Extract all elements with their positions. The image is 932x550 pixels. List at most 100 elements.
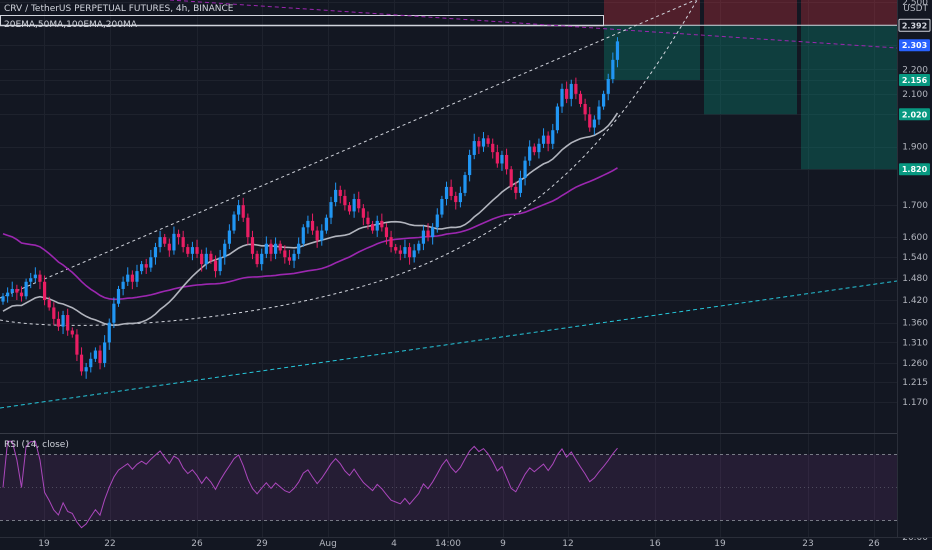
candle-body	[255, 253, 259, 265]
candle-body	[315, 230, 319, 241]
time-tick-label: 26	[868, 539, 880, 549]
price-tick-label: 2.200	[902, 65, 928, 75]
price-tag-label: 2.020	[902, 110, 928, 119]
candle-body	[10, 288, 14, 293]
candle-body	[213, 260, 218, 272]
candle-body	[588, 114, 592, 128]
candle-body	[597, 106, 601, 120]
candle-body	[574, 83, 578, 94]
candle-body	[204, 253, 208, 265]
candle-body	[246, 217, 250, 238]
candle-body	[98, 350, 102, 363]
candle-body	[61, 315, 65, 327]
candle-body	[107, 322, 111, 343]
stop-zone	[704, 0, 797, 26]
stop-zone	[801, 0, 897, 26]
candle-body	[532, 146, 536, 153]
candle-body	[338, 189, 342, 196]
resistance-box	[0, 15, 604, 27]
price-tick-label: 1.480	[902, 274, 928, 284]
channel-top-line	[0, 0, 697, 299]
candle-body	[190, 247, 195, 254]
parabolic-curve	[0, 0, 698, 326]
target-zone	[801, 25, 897, 170]
time-tick-label: Aug	[319, 539, 337, 549]
candle-body	[569, 83, 573, 99]
moving-averages	[2, 112, 619, 327]
candle-body	[287, 257, 292, 261]
candle-body	[6, 292, 10, 297]
price-tag-box	[898, 18, 931, 32]
price-tick-label: 1.600	[902, 233, 928, 243]
candle-body	[329, 202, 333, 218]
candle-body	[421, 230, 426, 244]
candle-body	[269, 243, 273, 254]
time-tick-label: 29	[256, 539, 268, 549]
candle-body	[454, 195, 458, 203]
candle-body	[237, 205, 241, 215]
time-tick-label: 19	[714, 539, 726, 549]
price-tick-label: 1.900	[902, 143, 928, 153]
candle-body	[227, 230, 231, 244]
candle-body	[79, 354, 84, 372]
candle-body	[153, 247, 158, 258]
candle-body	[592, 119, 596, 128]
candle-body	[195, 247, 199, 254]
candle-body	[47, 299, 51, 308]
rsi-line	[2, 440, 618, 529]
candle-body	[444, 186, 449, 200]
price-tick-label: 2.500	[902, 0, 928, 8]
price-tag-box	[899, 39, 930, 52]
candle-body	[426, 230, 430, 238]
lower-trend-line	[0, 280, 897, 409]
candle-body	[417, 243, 421, 251]
candle-body	[565, 88, 569, 99]
candle-body	[218, 257, 222, 272]
candle-body	[412, 250, 416, 258]
candle-body	[306, 220, 310, 228]
candle-body	[24, 281, 28, 297]
candle-body	[394, 247, 398, 251]
candle-body	[551, 130, 555, 144]
candle-body	[93, 350, 97, 359]
price-currency-label: USDT	[903, 4, 928, 14]
candle-body	[84, 367, 88, 372]
time-tick-label: 14:00	[435, 539, 461, 549]
candle-body	[528, 146, 532, 161]
candle-body	[320, 230, 324, 241]
candle-body	[334, 189, 338, 203]
candle-body	[167, 243, 171, 251]
candle-body	[509, 169, 513, 187]
chart-grid	[0, 0, 897, 537]
price-tag-label: 2.303	[902, 41, 927, 50]
candle-body	[15, 288, 19, 293]
time-axis: 19 22 26 29 Aug 4 14:00 9 12 16 19 23 26	[38, 539, 880, 549]
candle-body	[371, 224, 375, 231]
candle-body	[278, 243, 282, 251]
candle-body	[181, 237, 185, 248]
ma-slow-line	[2, 167, 618, 301]
candle-body	[310, 220, 315, 231]
candle-body	[260, 253, 264, 265]
candle-body	[241, 205, 245, 218]
price-tags: 2.392 2.303 2.156 2.020 1.820	[898, 18, 931, 176]
candle-body	[52, 307, 56, 319]
candle-body	[158, 237, 162, 248]
time-tick-label: 4	[391, 539, 397, 549]
candle-body	[366, 217, 370, 225]
rsi-pane	[0, 440, 897, 529]
candle-body	[486, 138, 490, 144]
price-tick-label: 1.540	[902, 253, 928, 263]
trend-lines	[0, 0, 897, 409]
candle-body	[468, 154, 472, 176]
candle-body	[186, 247, 190, 254]
candle-body	[583, 103, 587, 115]
price-tag-label: 1.820	[902, 165, 928, 174]
candle-body	[537, 143, 541, 153]
candle-body	[223, 243, 227, 258]
candle-body	[615, 41, 620, 60]
ma-fast-line	[2, 112, 619, 327]
candle-body	[606, 79, 610, 94]
